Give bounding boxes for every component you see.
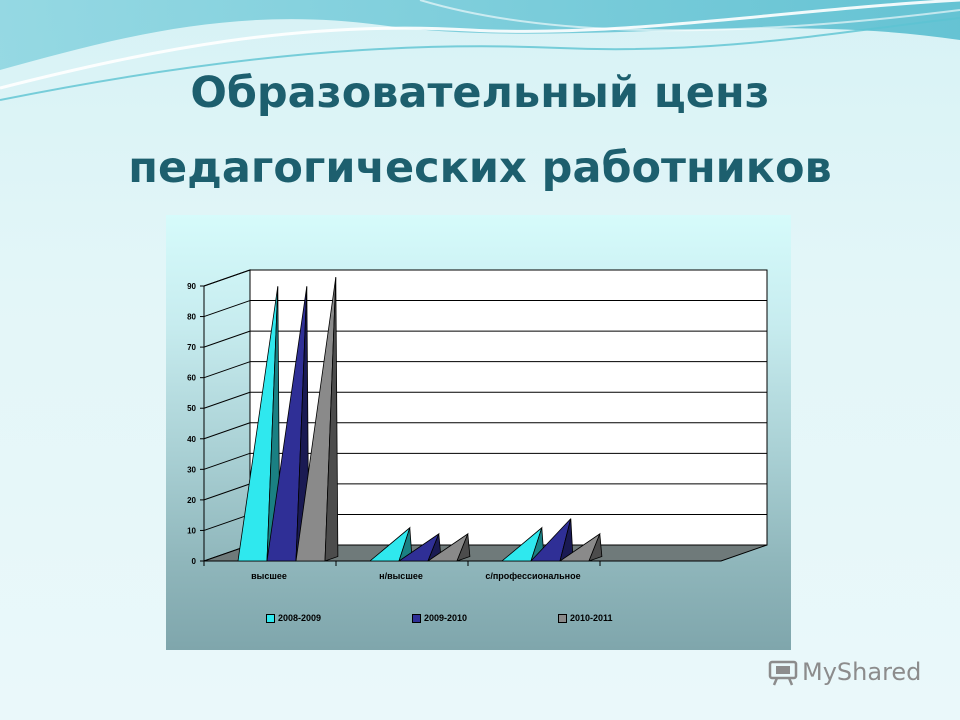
y-tick-label: 80 bbox=[187, 313, 196, 322]
gridline-diagonal bbox=[203, 330, 251, 348]
pyramid-bar-chart: 0 10 20 30 40 50 60 70 80 90 высшее н/высшее с/профе… bbox=[187, 269, 768, 581]
pyramid-bar bbox=[558, 532, 603, 562]
pyramid-side-face bbox=[324, 277, 339, 562]
slide-title-line-2: педагогических работников bbox=[128, 143, 832, 193]
pyramid-bar bbox=[368, 526, 413, 562]
legend-item: 2008-2009 bbox=[266, 613, 412, 623]
y-tick-label: 10 bbox=[187, 526, 196, 535]
gridline-diagonal bbox=[203, 300, 251, 318]
gridline-diagonal bbox=[203, 513, 251, 531]
watermark: MyShared bbox=[768, 657, 921, 687]
legend-item: 2010-2011 bbox=[558, 613, 704, 623]
y-tick-label: 0 bbox=[192, 557, 197, 566]
chart-legend: 2008-2009 2009-2010 2010-2011 bbox=[266, 613, 704, 623]
y-tick-label: 50 bbox=[187, 404, 196, 413]
gridline-diagonal bbox=[203, 422, 251, 440]
y-tick-label: 70 bbox=[187, 343, 196, 352]
legend-swatch bbox=[412, 613, 421, 623]
legend-label: 2008-2009 bbox=[278, 613, 322, 623]
legend-swatch bbox=[266, 613, 275, 623]
y-tick-label: 90 bbox=[187, 282, 196, 291]
pyramid-side-face bbox=[588, 533, 603, 562]
gridline-diagonal bbox=[203, 361, 251, 379]
x-tick-label: с/профессиональное bbox=[485, 571, 580, 581]
gridline-diagonal bbox=[203, 452, 251, 470]
x-tick-label: н/высшее bbox=[379, 571, 423, 581]
slide-title-line-1: Образовательный ценз bbox=[190, 68, 770, 118]
pyramid-bar bbox=[426, 532, 471, 562]
presentation-board-icon bbox=[768, 660, 798, 686]
legend-item: 2009-2010 bbox=[412, 613, 558, 623]
pyramid-side-face bbox=[456, 533, 471, 562]
gridline-diagonal bbox=[203, 391, 251, 409]
y-tick-label: 40 bbox=[187, 435, 196, 444]
legend-label: 2009-2010 bbox=[424, 613, 468, 623]
decorative-waves bbox=[0, 0, 960, 101]
y-tick-label: 60 bbox=[187, 374, 196, 383]
pyramid-bar bbox=[295, 277, 339, 562]
x-tick-label: высшее bbox=[251, 571, 287, 581]
chart-panel: 0 10 20 30 40 50 60 70 80 90 высшее н/высшее с/профе… bbox=[166, 215, 791, 650]
gridline-diagonal bbox=[203, 483, 251, 501]
watermark-text: MyShared bbox=[802, 658, 922, 686]
legend-swatch bbox=[558, 613, 567, 623]
y-tick-label: 20 bbox=[187, 496, 196, 505]
y-tick-label: 30 bbox=[187, 465, 196, 474]
legend-label: 2010-2011 bbox=[570, 613, 613, 623]
slide-title: Образовательный ценз педагогических рабо… bbox=[0, 56, 960, 206]
gridline-diagonal bbox=[203, 269, 251, 287]
